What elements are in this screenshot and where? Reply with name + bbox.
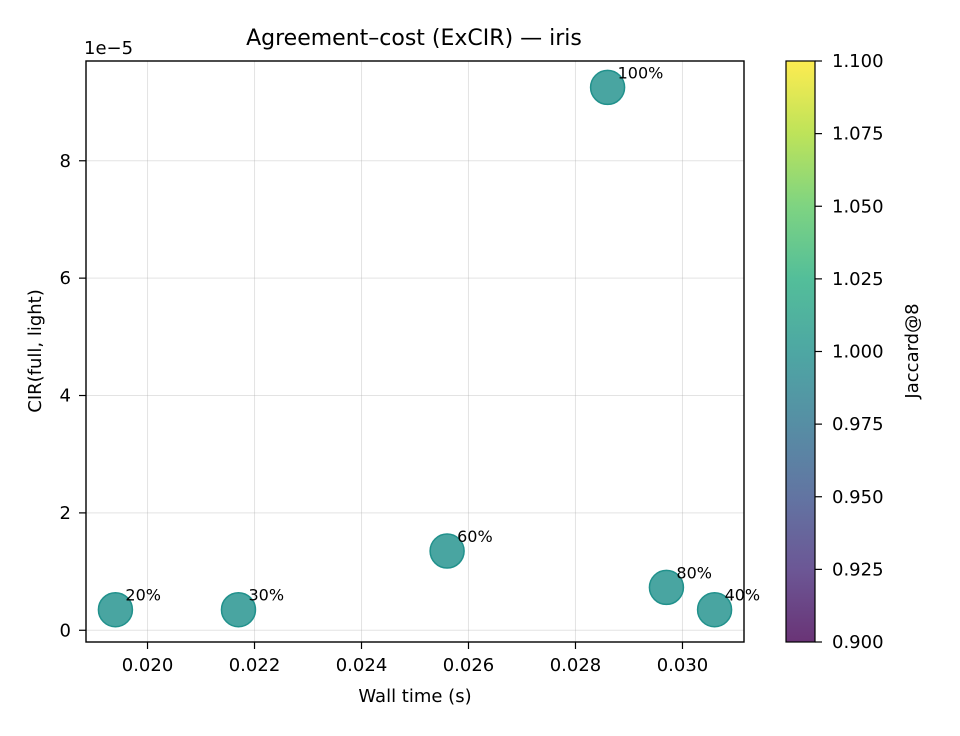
colorbar bbox=[785, 60, 816, 643]
colorbar-tick-label: 1.100 bbox=[832, 51, 884, 72]
x-axis-ticks: 0.020 0.022 0.024 0.026 0.028 0.030 bbox=[122, 642, 708, 676]
scatter-points bbox=[97, 69, 733, 628]
y-tick-label: 8 bbox=[60, 151, 71, 172]
point-annotations: 20% 30% 60% 100% 80% 40% bbox=[125, 63, 760, 604]
x-tick-label: 0.028 bbox=[550, 655, 602, 676]
x-axis-label: Wall time (s) bbox=[358, 686, 471, 707]
colorbar-tick-label: 1.050 bbox=[832, 196, 884, 217]
y-axis-ticks: 0 2 4 6 8 bbox=[60, 151, 86, 641]
y-tick-label: 0 bbox=[60, 620, 71, 641]
x-tick-label: 0.026 bbox=[443, 655, 495, 676]
x-tick-label: 0.024 bbox=[336, 655, 388, 676]
colorbar-tick-label: 1.025 bbox=[832, 269, 884, 290]
colorbar-label: Jaccard@8 bbox=[902, 303, 923, 399]
point-label: 20% bbox=[125, 586, 161, 605]
x-tick-label: 0.022 bbox=[229, 655, 281, 676]
scatter-point bbox=[429, 533, 465, 569]
y-tick-label: 6 bbox=[60, 268, 71, 289]
point-label: 60% bbox=[457, 527, 493, 546]
point-label: 80% bbox=[676, 563, 712, 582]
y-offset-label: 1e−5 bbox=[84, 38, 133, 59]
y-tick-label: 4 bbox=[60, 386, 71, 407]
colorbar-ticks: 0.900 0.925 0.950 0.975 1.000 1.025 1.050 1.075… bbox=[815, 51, 884, 653]
colorbar-tick-label: 0.900 bbox=[832, 632, 884, 653]
x-tick-label: 0.020 bbox=[122, 655, 174, 676]
point-label: 30% bbox=[248, 586, 284, 605]
point-label: 40% bbox=[725, 586, 761, 605]
colorbar-tick-label: 0.950 bbox=[832, 487, 884, 508]
scatter-point bbox=[589, 69, 626, 106]
scatter-point bbox=[220, 591, 257, 628]
scatter-point bbox=[696, 591, 733, 628]
y-axis-label: CIR(full, light) bbox=[25, 289, 46, 413]
chart-title: Agreement–cost (ExCIR) — iris bbox=[246, 26, 582, 51]
plot-area-frame bbox=[85, 60, 745, 643]
scatter-point bbox=[97, 591, 134, 628]
y-tick-label: 2 bbox=[60, 503, 71, 524]
grid bbox=[86, 61, 744, 642]
scatter-point bbox=[648, 569, 685, 606]
colorbar-tick-label: 1.000 bbox=[832, 342, 884, 363]
x-tick-label: 0.030 bbox=[657, 655, 709, 676]
colorbar-tick-label: 0.925 bbox=[832, 559, 884, 580]
point-label: 100% bbox=[618, 63, 664, 82]
colorbar-tick-label: 1.075 bbox=[832, 124, 884, 145]
colorbar-tick-label: 0.975 bbox=[832, 414, 884, 435]
